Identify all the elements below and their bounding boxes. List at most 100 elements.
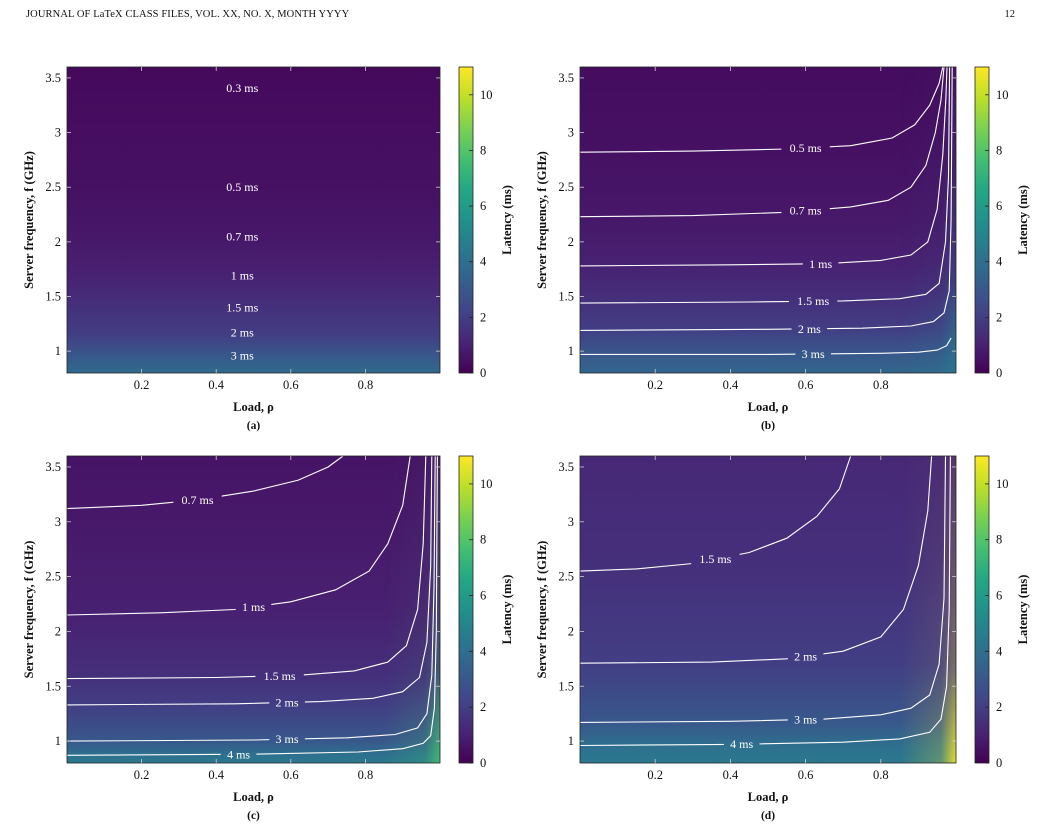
contour-label: 1.5 ms: [226, 300, 258, 314]
x-tick-label: 0.2: [134, 378, 150, 392]
contour-label: 2 ms: [794, 649, 817, 663]
x-tick-label: 0.6: [798, 768, 814, 782]
x-tick-label: 0.4: [208, 378, 224, 392]
contour-label: 4 ms: [730, 737, 753, 751]
contour-label: 3 ms: [231, 349, 254, 363]
contour-label: 3 ms: [802, 347, 825, 361]
colorbar-tick-label: 0: [480, 366, 486, 380]
y-tick-label: 2: [55, 624, 61, 638]
colorbar-tick-label: 0: [996, 366, 1002, 380]
contour-label: 0.5 ms: [790, 141, 822, 155]
colorbar-tick-label: 10: [996, 477, 1009, 491]
contour-label: 0.7 ms: [182, 493, 214, 507]
plot-frame: [66, 455, 441, 764]
colorbar-tick-label: 4: [996, 644, 1003, 658]
y-axis-label: Server frequency, f (GHz): [22, 151, 36, 289]
contour-line: [580, 67, 951, 304]
colorbar-tick-label: 0: [996, 756, 1002, 770]
y-tick-label: 1: [55, 344, 61, 358]
y-tick-label: 3: [55, 515, 61, 529]
y-tick-label: 2.5: [45, 570, 61, 584]
plot-frame: [66, 66, 441, 374]
colorbar-tick-label: 6: [480, 589, 486, 603]
subcaption: (a): [247, 420, 261, 432]
y-tick-label: 3: [568, 515, 574, 529]
contour-line: [580, 456, 951, 747]
x-tick-label: 0.2: [647, 378, 663, 392]
x-tick-label: 0.6: [283, 378, 299, 392]
contour-label: 3 ms: [276, 732, 299, 746]
chart-panel-c: 0.7 ms 1 ms 1.5 ms 2 ms 3 ms 4 ms 0.2 0.4 0.6 0.8…: [22, 455, 514, 822]
contour-label: 1.5 ms: [797, 294, 829, 308]
contour-line: [580, 456, 852, 572]
subcaption: (c): [247, 810, 260, 822]
x-axis-label: Load, ρ: [233, 400, 274, 414]
high-load-region: [580, 67, 956, 373]
contour-line: [580, 456, 947, 723]
y-tick-label: 3: [568, 126, 574, 140]
y-tick-label: 2.5: [558, 180, 574, 194]
x-tick-label: 0.4: [208, 768, 224, 782]
colorbar-tick-label: 8: [480, 143, 486, 157]
colorbar-tick-label: 2: [480, 700, 486, 714]
plot-frame: [579, 455, 957, 764]
colorbar-label: Latency (ms): [500, 185, 514, 255]
contour-label: 4 ms: [227, 747, 250, 761]
colorbar-tick-label: 8: [996, 533, 1002, 547]
contour-line: [580, 67, 945, 218]
colorbar-tick-label: 2: [996, 310, 1002, 324]
colorbar-label: Latency (ms): [1016, 185, 1030, 255]
colorbar-tick-label: 10: [996, 88, 1009, 102]
contour-label: 0.7 ms: [226, 229, 258, 243]
y-tick-label: 2: [568, 624, 574, 638]
x-tick-label: 0.8: [358, 768, 374, 782]
contour-label: 3 ms: [794, 713, 817, 727]
y-tick-label: 1.5: [558, 290, 574, 304]
contour-label: 1.5 ms: [699, 552, 731, 566]
colorbar-tick-label: 8: [996, 143, 1002, 157]
x-axis-label: Load, ρ: [748, 790, 789, 804]
y-tick-label: 2.5: [45, 180, 61, 194]
contour-line: [67, 456, 344, 510]
y-axis-label: Server frequency, f (GHz): [22, 541, 36, 679]
y-tick-label: 3.5: [45, 71, 61, 85]
colorbar-tick-label: 0: [480, 756, 486, 770]
contour-label: 2 ms: [231, 326, 254, 340]
colorbar-tick-label: 10: [480, 88, 493, 102]
contour-line: [580, 456, 933, 664]
x-tick-label: 0.4: [723, 768, 739, 782]
contour-line: [67, 456, 436, 742]
contour-label: 1 ms: [809, 257, 832, 271]
y-axis-label: Server frequency, f (GHz): [535, 151, 549, 289]
heatmap-field: [67, 67, 440, 373]
chart-panel-d: 1.5 ms 2 ms 3 ms 4 ms 0.2 0.4 0.6 0.8 1 1.5 2 2.5 3 3…: [535, 455, 1030, 822]
contour-label: 0.3 ms: [226, 81, 258, 95]
y-tick-label: 1: [55, 734, 61, 748]
x-tick-label: 0.2: [647, 768, 663, 782]
contour-line: [580, 67, 948, 267]
y-tick-label: 3.5: [558, 460, 574, 474]
colorbar-tick-label: 2: [996, 700, 1002, 714]
y-tick-label: 3.5: [45, 460, 61, 474]
y-tick-label: 3.5: [558, 71, 574, 85]
y-tick-label: 2.5: [558, 570, 574, 584]
contour-line: [67, 456, 438, 756]
contour-label: 0.7 ms: [790, 204, 822, 218]
colorbar-tick-label: 4: [480, 255, 487, 269]
colorbar-tick-label: 2: [480, 310, 486, 324]
y-tick-label: 2: [568, 235, 574, 249]
y-tick-label: 1.5: [558, 679, 574, 693]
y-tick-label: 1.5: [45, 679, 61, 693]
journal-header: JOURNAL OF LaTeX CLASS FILES, VOL. XX, N…: [26, 9, 350, 20]
high-load-region: [67, 456, 440, 763]
y-tick-label: 2: [55, 235, 61, 249]
high-load-region: [580, 456, 956, 763]
x-tick-label: 0.8: [358, 378, 374, 392]
contour-label: 1 ms: [231, 269, 254, 283]
colorbar-tick-label: 10: [480, 477, 493, 491]
chart-panel-b: 0.5 ms 0.7 ms 1 ms 1.5 ms 2 ms 3 ms 0.2 0.4 0.6 0…: [535, 66, 1030, 432]
x-axis-label: Load, ρ: [748, 400, 789, 414]
y-tick-label: 1.5: [45, 290, 61, 304]
colorbar: [458, 66, 474, 374]
